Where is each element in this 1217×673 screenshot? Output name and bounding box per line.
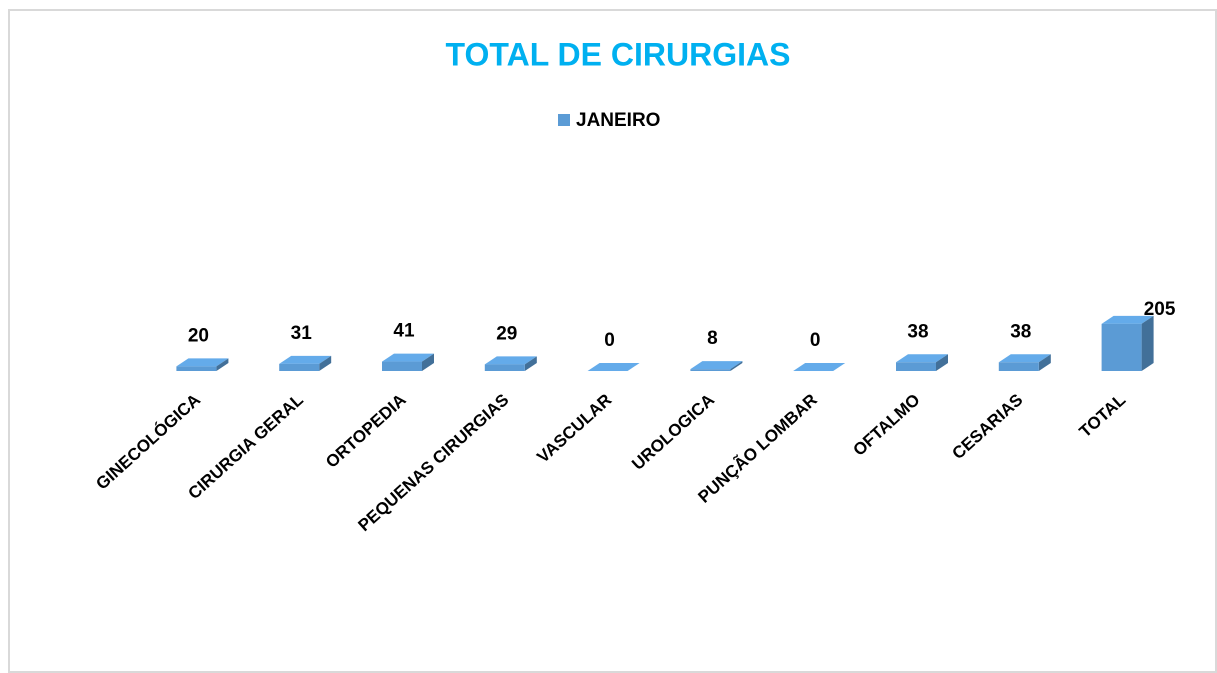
data-label: 38 bbox=[1010, 321, 1031, 342]
bar bbox=[998, 362, 1039, 371]
bar-side bbox=[730, 361, 743, 371]
bar bbox=[690, 369, 731, 371]
bar-side bbox=[1141, 315, 1154, 371]
data-label: 29 bbox=[496, 323, 517, 344]
data-label: 8 bbox=[707, 328, 718, 349]
bar-top bbox=[587, 363, 640, 371]
bar-top bbox=[896, 354, 948, 363]
bar-top bbox=[1101, 315, 1154, 324]
bar bbox=[1101, 323, 1142, 371]
chart-title: TOTAL DE CIRURGIAS bbox=[446, 36, 791, 72]
data-label: 31 bbox=[291, 323, 313, 344]
chart-frame bbox=[8, 9, 1217, 673]
bar-top bbox=[690, 361, 743, 370]
bar bbox=[382, 361, 422, 371]
bar-top bbox=[998, 354, 1051, 363]
data-label: 0 bbox=[604, 330, 615, 351]
bar-side bbox=[936, 354, 948, 371]
bar bbox=[279, 363, 320, 371]
bar bbox=[176, 366, 217, 371]
data-label: 205 bbox=[1144, 299, 1176, 320]
bar-side bbox=[1038, 354, 1051, 371]
data-label: 20 bbox=[188, 325, 209, 346]
bar-top bbox=[793, 363, 846, 371]
legend-swatch bbox=[558, 114, 570, 126]
legend-label: JANEIRO bbox=[576, 110, 660, 131]
bar-side bbox=[422, 353, 434, 371]
bar bbox=[896, 362, 936, 371]
bar-top bbox=[279, 355, 332, 364]
bar-top bbox=[382, 353, 434, 362]
bar bbox=[484, 364, 525, 371]
bar-top bbox=[176, 358, 229, 367]
data-label: 0 bbox=[810, 330, 821, 351]
bar-side bbox=[216, 358, 229, 371]
data-label: 38 bbox=[907, 321, 928, 342]
bar-top bbox=[484, 356, 537, 365]
bar-side bbox=[524, 356, 537, 371]
bar-side bbox=[319, 355, 332, 371]
data-label: 41 bbox=[393, 321, 415, 342]
